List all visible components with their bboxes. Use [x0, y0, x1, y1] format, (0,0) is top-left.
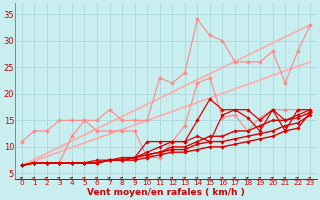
X-axis label: Vent moyen/en rafales ( km/h ): Vent moyen/en rafales ( km/h ): [87, 188, 245, 197]
